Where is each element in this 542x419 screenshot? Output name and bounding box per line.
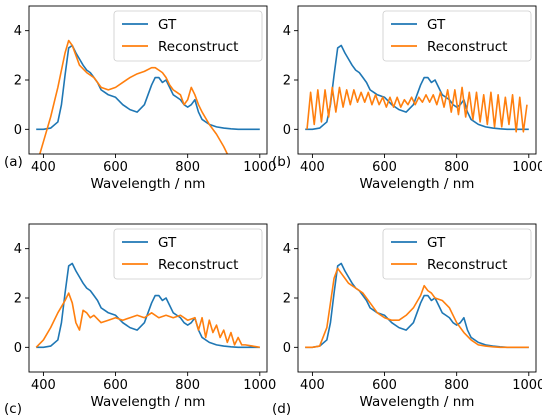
x-tick-label: 1000: [512, 160, 542, 175]
legend-label-gt: GT: [158, 235, 177, 251]
panel-label: (a): [4, 154, 23, 170]
x-tick-label: 1000: [512, 378, 542, 393]
y-tick-label: 4: [283, 242, 291, 257]
x-tick-label: 800: [444, 160, 469, 175]
legend: GT Reconstruct: [382, 10, 532, 62]
legend: GT Reconstruct: [113, 228, 263, 280]
x-tick-label: 800: [175, 160, 200, 175]
legend: GT Reconstruct: [382, 228, 532, 280]
legend-label-reconstruct: Reconstruct: [158, 257, 238, 273]
legend-box: [113, 228, 263, 280]
legend-box: [382, 228, 532, 280]
x-tick-label: 1000: [243, 160, 276, 175]
x-tick-label: 400: [31, 160, 56, 175]
y-tick-label: 2: [283, 292, 291, 307]
legend-box: [113, 10, 263, 62]
legend-label-gt: GT: [158, 17, 177, 33]
x-tick-label: 400: [300, 378, 325, 393]
x-axis-label: Wavelength / nm: [91, 394, 206, 410]
series-line-reconstruct: [306, 86, 528, 133]
y-tick-label: 0: [283, 123, 291, 138]
x-tick-label: 400: [300, 160, 325, 175]
y-tick-label: 0: [14, 341, 22, 356]
series-line-reconstruct: [35, 292, 260, 349]
x-axis-label: Wavelength / nm: [360, 394, 475, 410]
series-line-gt: [305, 44, 529, 131]
series-line-gt: [305, 262, 529, 349]
legend-box: [382, 10, 532, 62]
y-tick-label: 0: [14, 123, 22, 138]
x-tick-label: 800: [444, 378, 469, 393]
x-axis-label: Wavelength / nm: [360, 176, 475, 192]
chart-panel-1: 400 600 800 1000 0 2 4 Wavelength / nm (b) GT Reco…: [272, 5, 542, 192]
legend-label-gt: GT: [427, 235, 446, 251]
x-tick-label: 600: [103, 160, 128, 175]
chart-panel-2: 400 600 800 1000 0 2 4 Wavelength / nm (c) GT Reco…: [4, 223, 276, 417]
x-tick-label: 600: [103, 378, 128, 393]
y-tick-label: 4: [14, 242, 22, 257]
legend-label-reconstruct: Reconstruct: [427, 257, 507, 273]
legend-label-reconstruct: Reconstruct: [427, 39, 507, 55]
x-tick-label: 600: [372, 160, 397, 175]
series-line-reconstruct: [39, 39, 229, 154]
y-tick-label: 4: [283, 24, 291, 39]
y-tick-label: 2: [14, 292, 22, 307]
y-tick-label: 2: [14, 74, 22, 89]
y-tick-label: 2: [283, 74, 291, 89]
series-line-reconstruct: [305, 267, 529, 349]
panel-label: (b): [272, 154, 291, 170]
series-line-gt: [36, 262, 260, 349]
x-tick-label: 600: [372, 378, 397, 393]
chart-panel-3: 400 600 800 1000 0 2 4 Wavelength / nm (d) GT Reco…: [272, 223, 542, 417]
panel-label: (c): [4, 401, 22, 417]
y-tick-label: 4: [14, 24, 22, 39]
x-tick-label: 400: [31, 378, 56, 393]
legend-label-reconstruct: Reconstruct: [158, 39, 238, 55]
chart-panel-0: 400 600 800 1000 0 2 4 Wavelength / nm (a) GT Reco…: [4, 5, 276, 192]
panel-label: (d): [272, 401, 291, 417]
x-tick-label: 1000: [243, 378, 276, 393]
x-axis-label: Wavelength / nm: [91, 176, 206, 192]
x-tick-label: 800: [175, 378, 200, 393]
legend: GT Reconstruct: [113, 10, 263, 62]
legend-label-gt: GT: [427, 17, 446, 33]
y-tick-label: 0: [283, 341, 291, 356]
